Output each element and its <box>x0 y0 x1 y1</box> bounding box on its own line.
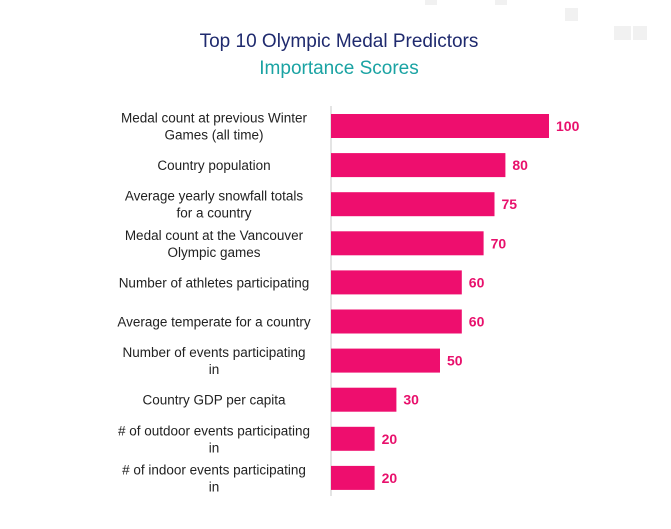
bar-5 <box>331 270 462 295</box>
bar-7 <box>331 348 440 373</box>
value-label-7: 50 <box>447 353 463 369</box>
corner-decoration-2 <box>614 26 631 40</box>
value-label-2: 80 <box>512 157 528 173</box>
category-label-5: Number of athletes participating <box>119 275 310 290</box>
category-label-3: Average yearly snowfall totals for a coun… <box>125 189 304 221</box>
corner-decoration-4 <box>425 0 437 5</box>
bar-4 <box>331 231 484 256</box>
value-label-1: 100 <box>556 118 580 134</box>
category-label-1: Medal count at previous Winter Games (all… <box>121 111 308 143</box>
value-label-8: 30 <box>403 392 419 408</box>
bar-6 <box>331 309 462 334</box>
bar-1 <box>331 114 549 138</box>
bar-series: 100 Medal count at previous Winter Games (… <box>117 111 579 495</box>
category-label-2: Country population <box>157 158 270 173</box>
bar-8 <box>331 387 397 412</box>
value-label-5: 60 <box>469 274 485 290</box>
corner-decoration-1 <box>565 8 578 21</box>
category-label-4: Medal count at the Vancouver Olympic game… <box>125 228 304 260</box>
corner-decoration-3 <box>633 26 647 40</box>
value-label-10: 20 <box>382 470 398 486</box>
value-label-4: 70 <box>491 235 507 251</box>
bar-10 <box>331 465 375 490</box>
value-label-9: 20 <box>382 431 398 447</box>
bar-2 <box>331 153 506 178</box>
category-label-6: Average temperate for a country <box>117 315 311 330</box>
value-label-6: 60 <box>469 314 485 330</box>
chart-subtitle: Importance Scores <box>259 58 418 79</box>
corner-decoration-5 <box>495 0 507 5</box>
category-label-7: Number of events participating in <box>122 345 305 377</box>
category-label-9: # of outdoor events participating in <box>118 423 310 455</box>
category-label-10: # of indoor events participating in <box>122 462 306 494</box>
value-label-3: 75 <box>502 196 518 212</box>
bar-3 <box>331 192 495 217</box>
category-label-8: Country GDP per capita <box>142 393 286 408</box>
chart-title: Top 10 Olympic Medal Predictors <box>200 31 479 52</box>
bar-9 <box>331 426 375 451</box>
